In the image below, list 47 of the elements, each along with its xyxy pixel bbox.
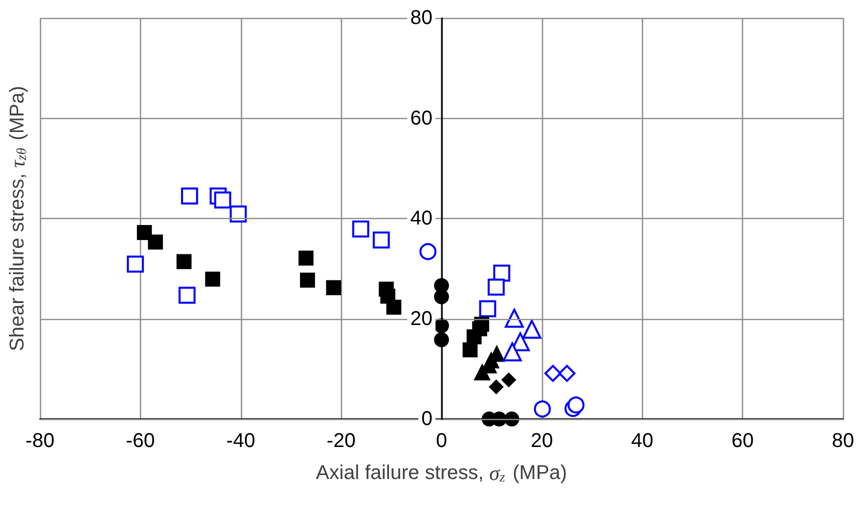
point — [558, 364, 576, 382]
x-tick-label: -40 — [226, 430, 256, 452]
x-tick-label: -80 — [26, 430, 54, 452]
point — [488, 379, 504, 394]
point — [148, 234, 163, 250]
point — [488, 278, 505, 296]
x-tick-label: -60 — [126, 430, 155, 452]
point — [474, 363, 491, 380]
point — [136, 225, 152, 240]
point — [352, 220, 370, 238]
point — [534, 400, 551, 418]
point — [372, 232, 390, 249]
point — [300, 272, 315, 288]
point — [326, 280, 342, 296]
point — [230, 205, 247, 222]
point — [479, 300, 496, 318]
point — [181, 187, 198, 204]
point — [502, 342, 522, 362]
x-tick-label: 40 — [631, 430, 654, 452]
point — [205, 272, 220, 287]
y-tick-label: 20 — [410, 308, 432, 330]
y-tick-label: 0 — [421, 408, 432, 430]
point — [386, 300, 402, 315]
point — [504, 412, 520, 426]
point — [178, 286, 196, 304]
x-tick-label: 0 — [436, 430, 448, 452]
x-tick-label: -20 — [326, 430, 356, 452]
y-axis-title: Shear failure stress, τzθ (MPa) — [6, 86, 30, 352]
x-tick-label: 20 — [530, 430, 553, 452]
y-tick-label: 60 — [410, 107, 432, 130]
point — [419, 243, 436, 260]
point — [214, 191, 232, 208]
point — [544, 364, 562, 382]
point — [462, 342, 478, 358]
y-tick-label: 40 — [410, 208, 432, 230]
point — [176, 254, 192, 270]
point — [568, 396, 585, 414]
point — [501, 372, 516, 388]
x-tick-label: 60 — [732, 430, 754, 452]
point — [504, 308, 524, 328]
point — [522, 320, 542, 339]
point — [466, 329, 482, 344]
y-tick-label: 80 — [410, 7, 432, 29]
point — [126, 256, 144, 273]
x-tick-label: 80 — [832, 430, 854, 452]
x-axis-title: Axial failure stress, σz (MPa) — [316, 461, 568, 486]
point — [298, 250, 314, 266]
